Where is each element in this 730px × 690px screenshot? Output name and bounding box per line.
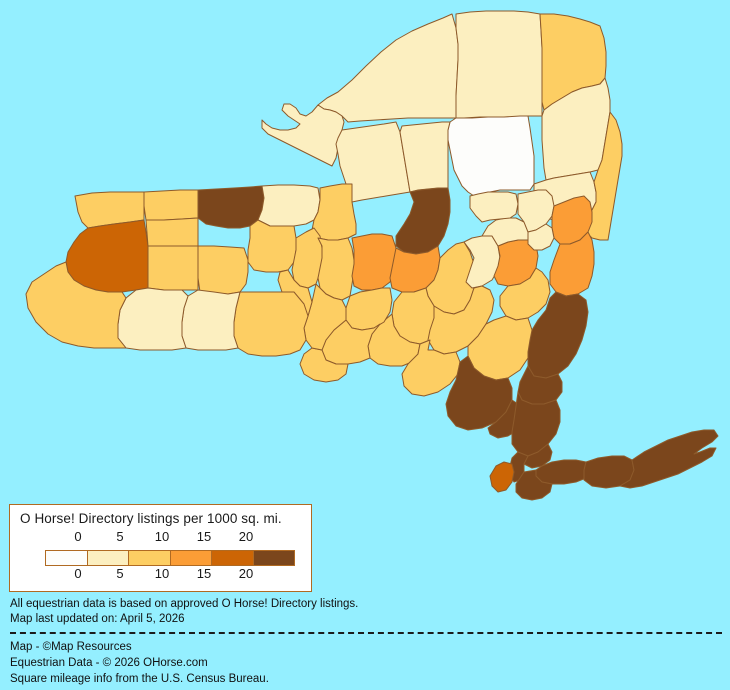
county-region[interactable]: Saratoga (517, 189, 555, 233)
county-region[interactable]: Chemung (299, 347, 349, 383)
county-region[interactable]: Steuben (233, 289, 309, 357)
county-region[interactable]: Schenectady (527, 223, 555, 251)
legend-tick-label: 5 (116, 529, 124, 544)
county-region[interactable]: Genesee (145, 217, 199, 247)
county-region[interactable]: Hamilton (447, 115, 535, 197)
county-region[interactable]: Lewis (335, 121, 411, 203)
legend-tick-label: 10 (154, 566, 170, 581)
county-region[interactable]: Ontario (247, 219, 297, 273)
county-region[interactable]: Franklin (455, 10, 543, 119)
county-region[interactable]: Ulster (467, 315, 533, 381)
county-region[interactable]: Orleans (143, 189, 199, 221)
county-region[interactable]: Yates (277, 269, 313, 317)
legend-swatch (46, 551, 88, 565)
legend-ticks-top: 0 5 10 15 20 (36, 529, 288, 546)
census-credit: Square mileage info from the U.S. Census… (10, 673, 269, 685)
map-credit: Map - ©Map Resources (10, 641, 132, 653)
data-source-note: All equestrian data is based on approved… (10, 598, 359, 610)
county-layer: St. LawrenceFranklinClintonEssexJefferso… (25, 10, 719, 501)
legend-tick-label: 0 (74, 566, 82, 581)
county-region[interactable]: Columbia (549, 231, 595, 297)
legend-swatch (212, 551, 254, 565)
legend-swatch (87, 551, 129, 565)
legend-title: O Horse! Directory listings per 1000 sq.… (20, 511, 282, 526)
county-region[interactable]: Wyoming (147, 245, 199, 291)
county-region[interactable]: Monroe (197, 185, 265, 229)
legend-tick-label: 15 (196, 529, 212, 544)
legend-panel: O Horse! Directory listings per 1000 sq.… (9, 504, 312, 592)
county-region[interactable]: Richmond (489, 461, 515, 493)
legend-swatch (129, 551, 171, 565)
footer-divider (10, 632, 722, 634)
county-region[interactable]: Greene (499, 267, 551, 321)
legend-tick-label: 5 (116, 566, 124, 581)
county-region[interactable]: Cayuga (317, 237, 355, 301)
county-region[interactable]: Cattaraugus (117, 287, 189, 351)
legend-ticks-bottom: 0 5 10 15 20 (36, 566, 288, 583)
legend-swatch (170, 551, 212, 565)
legend-swatch (253, 551, 294, 565)
legend-color-bar (45, 550, 295, 566)
county-region[interactable]: Wayne (257, 184, 321, 227)
county-region[interactable]: Suffolk (619, 429, 719, 489)
legend-tick-label: 20 (238, 566, 254, 581)
county-region[interactable]: Chautauqua (25, 261, 127, 349)
county-region[interactable]: Allegany (181, 289, 241, 351)
legend-tick-label: 0 (74, 529, 82, 544)
county-region[interactable]: Kings (515, 469, 553, 501)
legend-tick-label: 10 (154, 529, 170, 544)
data-credit: Equestrian Data - © 2026 OHorse.com (10, 657, 208, 669)
legend-tick-label: 20 (238, 529, 254, 544)
last-updated-note: Map last updated on: April 5, 2026 (10, 613, 185, 625)
county-region[interactable]: Fulton (469, 191, 519, 223)
county-region[interactable]: New York (509, 451, 529, 483)
county-region[interactable]: Onondaga (351, 233, 397, 291)
county-region[interactable]: Erie (65, 219, 149, 293)
legend-tick-label: 15 (196, 566, 212, 581)
county-region[interactable]: Livingston (197, 245, 249, 295)
